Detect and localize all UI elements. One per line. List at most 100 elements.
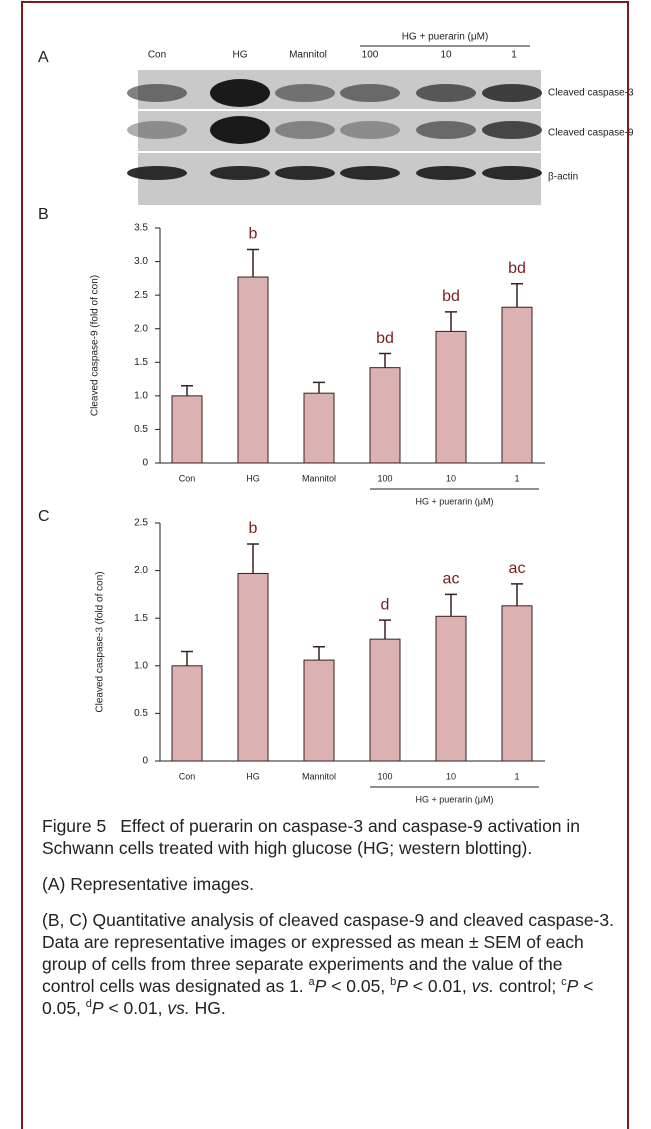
y-tick-label: 2.0	[134, 323, 148, 334]
error-bar	[379, 354, 391, 368]
panel-label: B	[38, 206, 49, 223]
band-label: Cleaved caspase-3	[548, 88, 634, 99]
y-tick-label: 1.0	[134, 660, 148, 671]
blot-band	[210, 116, 270, 144]
y-tick-label: 1.5	[134, 613, 148, 624]
caption-text: (A) Representative images.	[42, 873, 614, 895]
italic: vs.	[472, 976, 494, 996]
x-tick-label: Con	[179, 473, 196, 483]
significance-label: b	[249, 520, 258, 537]
group-label: HG + puerarin (μM)	[416, 794, 494, 804]
blot-band	[127, 84, 187, 102]
page: A HG + puerarin (μM) Cleaved caspase-3 C…	[0, 0, 651, 1129]
significance-label: b	[249, 226, 258, 243]
bar	[502, 307, 532, 463]
blot-band	[275, 121, 335, 139]
bar	[304, 660, 334, 761]
italic: P	[396, 976, 408, 996]
band-label: β-actin	[548, 172, 578, 183]
blot-band	[127, 166, 187, 180]
y-tick-label: 1.0	[134, 390, 148, 401]
y-tick-label: 0	[142, 458, 148, 469]
lane-label: 1	[511, 50, 517, 61]
x-tick-label: 100	[377, 473, 392, 483]
error-bar	[181, 386, 193, 396]
significance-label: bd	[442, 288, 460, 305]
caption-text: < 0.01,	[104, 998, 168, 1018]
italic: P	[315, 976, 327, 996]
y-tick-label: 0	[142, 756, 148, 767]
caption-text: Effect of puerarin on caspase-3 and casp…	[42, 816, 580, 858]
band-label: Cleaved caspase-9	[548, 128, 634, 139]
lane-label: HG	[233, 50, 248, 61]
y-tick-label: 0.5	[134, 708, 148, 719]
bar	[436, 331, 466, 463]
x-tick-label: 10	[446, 473, 456, 483]
x-tick-label: 1	[514, 771, 519, 781]
y-axis-label: Cleaved caspase-9 (fold of con)	[90, 275, 101, 416]
y-tick-label: 2.0	[134, 565, 148, 576]
blot-band	[416, 121, 476, 139]
x-tick-label: HG	[246, 473, 260, 483]
error-bar	[181, 652, 193, 666]
blot-image	[138, 70, 541, 205]
blot-band	[482, 166, 542, 180]
bar	[238, 277, 268, 463]
blot-band	[482, 84, 542, 102]
blot-band	[416, 84, 476, 102]
group-label: HG + puerarin (μM)	[416, 496, 494, 506]
error-bar	[445, 594, 457, 616]
blot-band	[482, 121, 542, 139]
error-bar	[445, 312, 457, 331]
significance-label: bd	[508, 260, 526, 277]
blot-band	[340, 121, 400, 139]
figure-label: Figure 5	[42, 816, 106, 836]
italic: P	[92, 998, 104, 1018]
bar	[238, 573, 268, 761]
x-tick-label: HG	[246, 771, 260, 781]
lane-label: Con	[148, 50, 166, 61]
bar	[436, 616, 466, 761]
error-bar	[511, 284, 523, 308]
significance-label: ac	[443, 571, 460, 588]
caption-text: HG.	[190, 998, 226, 1018]
lane-label: Mannitol	[289, 50, 327, 61]
x-tick-label: 10	[446, 771, 456, 781]
lane-label: 10	[440, 50, 452, 61]
blot-band	[340, 166, 400, 180]
lane-label: 100	[362, 50, 379, 61]
error-bar	[247, 249, 259, 277]
x-tick-label: Mannitol	[302, 473, 336, 483]
caption-text: < 0.05,	[326, 976, 390, 996]
italic: vs.	[167, 998, 189, 1018]
blot-band	[127, 121, 187, 139]
y-tick-label: 0.5	[134, 424, 148, 435]
blot-band	[275, 84, 335, 102]
significance-label: ac	[509, 560, 526, 577]
blot-band	[210, 79, 270, 107]
caption-text: control;	[494, 976, 561, 996]
panel-label: C	[38, 508, 50, 525]
caption-text: < 0.01,	[408, 976, 472, 996]
panel-label: A	[38, 49, 49, 66]
blot-band	[340, 84, 400, 102]
bar	[304, 393, 334, 463]
blot-band	[210, 166, 270, 180]
blot-band	[275, 166, 335, 180]
y-axis-label: Cleaved caspase-3 (fold of con)	[95, 571, 106, 712]
bar	[370, 368, 400, 463]
y-tick-label: 3.0	[134, 256, 148, 267]
bar	[502, 606, 532, 761]
x-tick-label: 100	[377, 771, 392, 781]
y-tick-label: 1.5	[134, 357, 148, 368]
italic: P	[567, 976, 579, 996]
blot-band	[416, 166, 476, 180]
group-label: HG + puerarin (μM)	[402, 32, 489, 43]
y-tick-label: 2.5	[134, 518, 148, 529]
x-tick-label: 1	[514, 473, 519, 483]
error-bar	[247, 544, 259, 574]
caption-text: (B, C) Quantitative analysis of cleaved …	[42, 909, 614, 1019]
bar	[172, 666, 202, 761]
